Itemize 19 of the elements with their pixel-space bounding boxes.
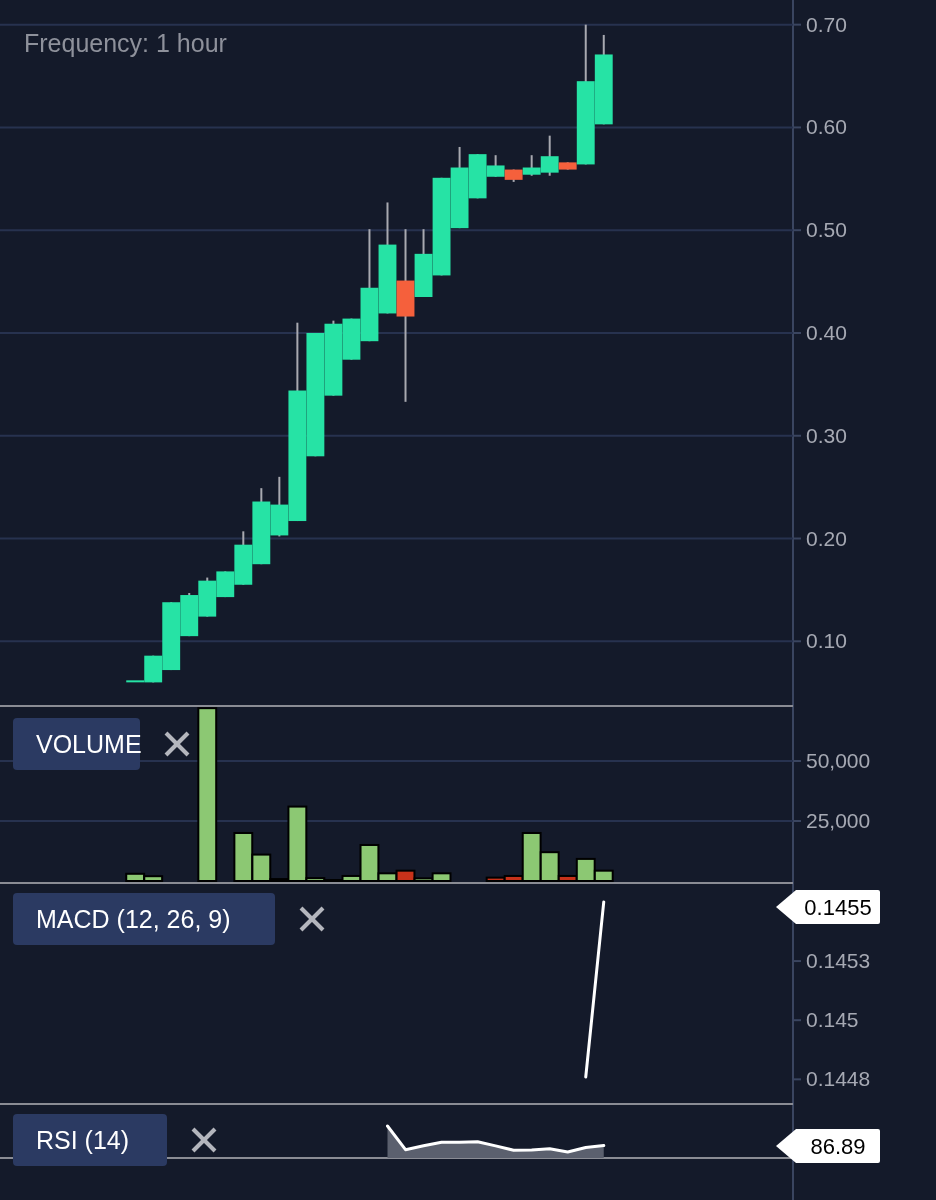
y-tick-label: 0.70 <box>806 12 847 36</box>
text: VOLUME <box>36 730 142 758</box>
y-tick-label: 0.10 <box>806 629 847 653</box>
y-tick-label: 0.60 <box>806 115 847 139</box>
chart-title: RSI (14) <box>36 1126 130 1154</box>
y-tick-label: 0.1448 <box>806 1067 871 1091</box>
y-tick-label: 0.1453 <box>806 949 871 973</box>
text: 86.89 <box>810 1134 866 1159</box>
bar <box>197 707 218 882</box>
y-tick-label: 0.20 <box>806 526 847 550</box>
annotation: Frequency: 1 hour <box>24 29 227 57</box>
y-tick-label: 25,000 <box>806 808 871 832</box>
y-tick-label: 0.30 <box>806 423 847 447</box>
y-tick-label: 0.40 <box>806 320 847 344</box>
text: 0.1455 <box>804 895 872 920</box>
y-tick-label: 0.50 <box>806 218 847 242</box>
text: MACD (12, 26, 9) <box>36 905 231 933</box>
y-tick-label: 0.145 <box>806 1008 859 1032</box>
y-tick-label: 50,000 <box>806 748 871 772</box>
